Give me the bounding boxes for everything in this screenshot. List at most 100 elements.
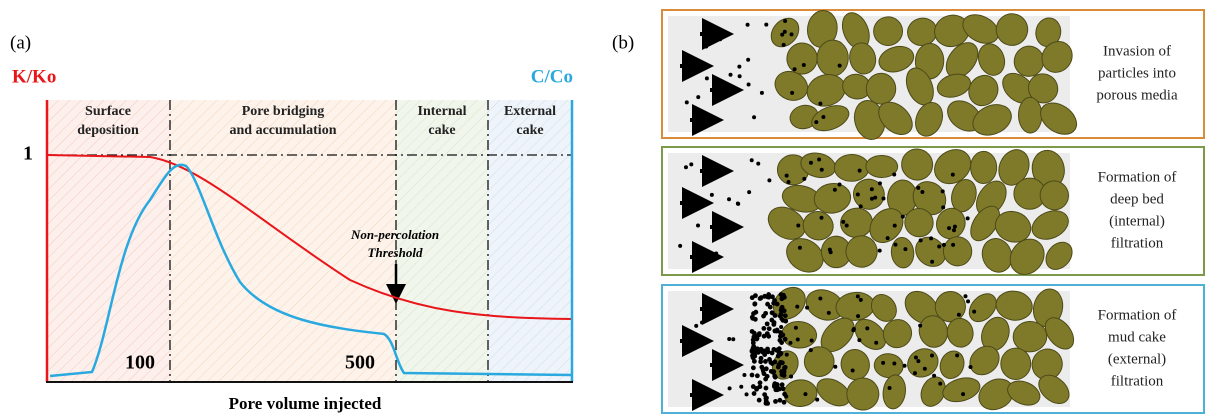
reference-label: 1 xyxy=(23,143,33,165)
grain xyxy=(1000,347,1032,380)
grain xyxy=(995,13,1029,46)
particle xyxy=(751,330,757,336)
particle xyxy=(941,205,946,210)
grain xyxy=(1032,288,1064,328)
particle xyxy=(858,297,863,302)
grain xyxy=(915,236,947,267)
marker-label: 100 xyxy=(125,352,155,374)
particle xyxy=(773,398,778,404)
grain xyxy=(870,294,897,322)
stage-text: Formation of xyxy=(1098,307,1177,323)
particle xyxy=(900,214,905,219)
particle xyxy=(749,295,755,301)
particle xyxy=(780,386,786,392)
particle xyxy=(922,366,927,371)
grain xyxy=(1018,96,1043,134)
particle xyxy=(759,90,764,95)
grain xyxy=(904,207,934,238)
particle xyxy=(772,374,778,380)
particle xyxy=(729,362,734,367)
particle xyxy=(913,371,917,376)
particle xyxy=(772,328,778,334)
particle xyxy=(941,242,946,247)
particle xyxy=(751,391,757,396)
particle xyxy=(764,321,770,327)
particle xyxy=(782,391,788,397)
particle xyxy=(728,72,733,77)
grain xyxy=(878,45,915,73)
particle xyxy=(745,22,750,27)
particle xyxy=(763,359,768,364)
x-axis-label: Pore volume injected xyxy=(229,394,382,413)
particle xyxy=(782,29,787,34)
particle xyxy=(709,192,714,197)
particle xyxy=(704,44,709,49)
grain xyxy=(1038,374,1070,404)
particle xyxy=(797,245,802,250)
particle xyxy=(828,250,833,255)
particle xyxy=(731,337,736,342)
grain xyxy=(962,14,1000,44)
particle xyxy=(815,397,820,402)
particle xyxy=(893,242,898,247)
grain xyxy=(882,374,906,410)
particle xyxy=(790,90,795,95)
particle xyxy=(837,63,842,68)
particle xyxy=(778,311,784,317)
particle xyxy=(758,359,764,365)
particle xyxy=(782,365,788,370)
region-bg xyxy=(396,100,488,381)
particle xyxy=(793,325,798,330)
particle xyxy=(764,22,769,27)
grain xyxy=(813,183,852,214)
stage-text: porous media xyxy=(1096,87,1178,103)
grain xyxy=(786,238,824,273)
particle xyxy=(777,337,783,343)
particle xyxy=(769,361,775,366)
particle xyxy=(761,333,767,339)
particle xyxy=(783,318,789,324)
region-title: Pore bridging xyxy=(242,104,325,119)
particle xyxy=(818,101,823,106)
grain xyxy=(998,149,1030,186)
particle xyxy=(932,373,937,378)
annotation: Non-percolation xyxy=(350,227,439,242)
particle xyxy=(765,301,770,307)
particle xyxy=(782,336,788,342)
particle xyxy=(694,323,699,328)
particle xyxy=(758,295,764,301)
particle xyxy=(765,346,770,352)
grain xyxy=(1031,210,1069,240)
particle xyxy=(749,158,754,163)
particle xyxy=(746,82,751,87)
region-bg xyxy=(170,100,396,381)
grain xyxy=(811,105,850,132)
particle xyxy=(856,314,861,319)
stage-text: filtration xyxy=(1111,235,1164,251)
particle xyxy=(858,204,863,209)
particle xyxy=(779,304,785,310)
particle xyxy=(744,392,749,397)
particle xyxy=(920,190,925,195)
particle xyxy=(781,42,786,47)
particle xyxy=(767,178,772,183)
particle xyxy=(783,19,788,24)
grain xyxy=(994,210,1032,243)
stage-text: mud cake xyxy=(1108,329,1166,345)
particle xyxy=(961,392,966,397)
particle xyxy=(750,384,756,389)
left-axis-label: K/Ko xyxy=(12,66,56,87)
particle xyxy=(727,337,732,342)
particle xyxy=(833,364,838,369)
grain xyxy=(865,72,897,105)
particle xyxy=(770,294,775,300)
particle xyxy=(887,385,892,390)
right-axis-label: C/Co xyxy=(531,66,573,87)
particle xyxy=(950,172,955,177)
particle xyxy=(750,345,756,351)
particle xyxy=(938,381,943,386)
particle xyxy=(756,397,762,403)
grain xyxy=(970,205,1001,242)
grain xyxy=(936,207,966,240)
